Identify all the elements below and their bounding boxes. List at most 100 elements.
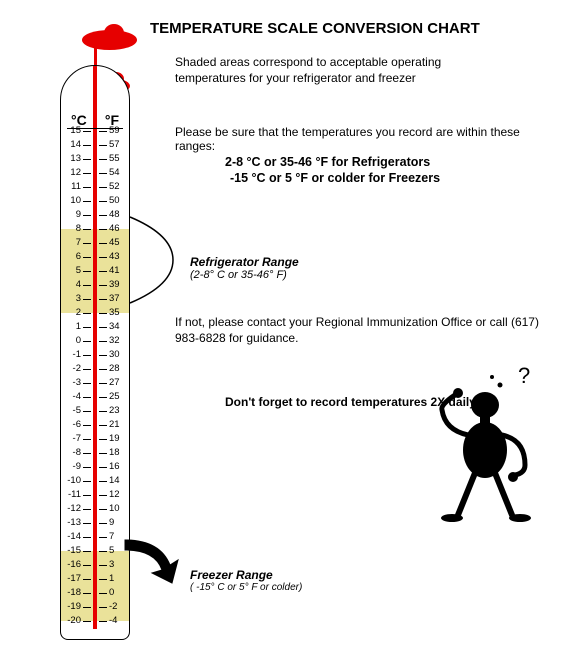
tick-fahrenheit: -2 [109, 602, 125, 612]
tick-mark-icon [83, 215, 91, 216]
tick-row: 1355 [61, 159, 129, 160]
tick-mark-icon [99, 607, 107, 608]
tick-fahrenheit: 9 [109, 518, 125, 528]
tick-mark-icon [83, 131, 91, 132]
tick-row: -155 [61, 551, 129, 552]
tick-mark-icon [83, 439, 91, 440]
tick-row: -228 [61, 369, 129, 370]
tick-mark-icon [99, 411, 107, 412]
tick-mark-icon [83, 467, 91, 468]
tick-mark-icon [83, 327, 91, 328]
tick-fahrenheit: 35 [109, 308, 125, 318]
freezer-arrow-icon [120, 535, 190, 595]
tick-mark-icon [99, 299, 107, 300]
tick-mark-icon [83, 201, 91, 202]
tick-fahrenheit: 52 [109, 182, 125, 192]
tick-mark-icon [83, 495, 91, 496]
tick-mark-icon [99, 397, 107, 398]
tick-fahrenheit: 28 [109, 364, 125, 374]
tick-row: -818 [61, 453, 129, 454]
tick-celsius: -7 [65, 434, 81, 444]
tick-mark-icon [83, 397, 91, 398]
tick-fahrenheit: 10 [109, 504, 125, 514]
tick-celsius: 14 [65, 140, 81, 150]
steam-cloud-icon [104, 24, 124, 42]
tick-row: 235 [61, 313, 129, 314]
contact-text: If not, please contact your Regional Imm… [175, 315, 555, 346]
refrigerator-range-sub: (2-8° C or 35-46° F) [190, 269, 299, 281]
tick-row: -719 [61, 439, 129, 440]
tick-mark-icon [99, 495, 107, 496]
tick-mark-icon [99, 551, 107, 552]
tick-mark-icon [99, 215, 107, 216]
tick-fahrenheit: -4 [109, 616, 125, 626]
tick-celsius: -3 [65, 378, 81, 388]
tick-mark-icon [99, 173, 107, 174]
tick-fahrenheit: 25 [109, 392, 125, 402]
tick-mark-icon [99, 593, 107, 594]
tick-row: 745 [61, 243, 129, 244]
tick-mark-icon [99, 271, 107, 272]
tick-celsius: 6 [65, 252, 81, 262]
tick-row: -171 [61, 579, 129, 580]
freezer-range-label: Freezer Range ( -15° C or 5° F or colder… [190, 568, 302, 593]
tick-celsius: -5 [65, 406, 81, 416]
tick-fahrenheit: 48 [109, 210, 125, 220]
refrigerator-range-name: Refrigerator Range [190, 255, 299, 269]
tick-mark-icon [99, 621, 107, 622]
tick-mark-icon [99, 327, 107, 328]
tick-mark-icon [99, 201, 107, 202]
tick-row: 846 [61, 229, 129, 230]
tick-fahrenheit: 37 [109, 294, 125, 304]
tick-mark-icon [99, 355, 107, 356]
tick-row: 1152 [61, 187, 129, 188]
tick-mark-icon [99, 159, 107, 160]
tick-row: -425 [61, 397, 129, 398]
tick-mark-icon [83, 537, 91, 538]
tick-celsius: 12 [65, 168, 81, 178]
tick-mark-icon [99, 229, 107, 230]
tick-row: -523 [61, 411, 129, 412]
tick-fahrenheit: 21 [109, 420, 125, 430]
tick-mark-icon [99, 131, 107, 132]
tick-mark-icon [83, 313, 91, 314]
tick-mark-icon [83, 159, 91, 160]
refrigerator-range-label: Refrigerator Range (2-8° C or 35-46° F) [190, 255, 299, 281]
tick-celsius: -8 [65, 448, 81, 458]
tick-celsius: -20 [65, 616, 81, 626]
tick-row: -130 [61, 355, 129, 356]
tick-mark-icon [83, 621, 91, 622]
tick-row: -139 [61, 523, 129, 524]
tick-fahrenheit: 32 [109, 336, 125, 346]
tick-mark-icon [99, 285, 107, 286]
tick-celsius: -4 [65, 392, 81, 402]
tick-mark-icon [83, 187, 91, 188]
freezer-range-name: Freezer Range [190, 568, 302, 582]
tick-row: -19-2 [61, 607, 129, 608]
tick-celsius: -13 [65, 518, 81, 528]
tick-celsius: 8 [65, 224, 81, 234]
tick-celsius: 13 [65, 154, 81, 164]
tick-celsius: -18 [65, 588, 81, 598]
tick-mark-icon [99, 579, 107, 580]
tick-fahrenheit: 45 [109, 238, 125, 248]
tick-fahrenheit: 19 [109, 434, 125, 444]
tick-celsius: 9 [65, 210, 81, 220]
tick-row: 1559 [61, 131, 129, 132]
tick-fahrenheit: 50 [109, 196, 125, 206]
tick-fahrenheit: 34 [109, 322, 125, 332]
tick-row: -20-4 [61, 621, 129, 622]
tick-row: -147 [61, 537, 129, 538]
tick-row: 032 [61, 341, 129, 342]
tick-mark-icon [83, 145, 91, 146]
chart-subtitle: Shaded areas correspond to acceptable op… [175, 55, 475, 86]
tick-fahrenheit: 14 [109, 476, 125, 486]
tick-row: 134 [61, 327, 129, 328]
ranges-intro-text: Please be sure that the temperatures you… [175, 125, 555, 153]
tick-mark-icon [99, 341, 107, 342]
tick-mark-icon [83, 509, 91, 510]
tick-fahrenheit: 43 [109, 252, 125, 262]
tick-fahrenheit: 54 [109, 168, 125, 178]
tick-celsius: 3 [65, 294, 81, 304]
tick-row: 1050 [61, 201, 129, 202]
